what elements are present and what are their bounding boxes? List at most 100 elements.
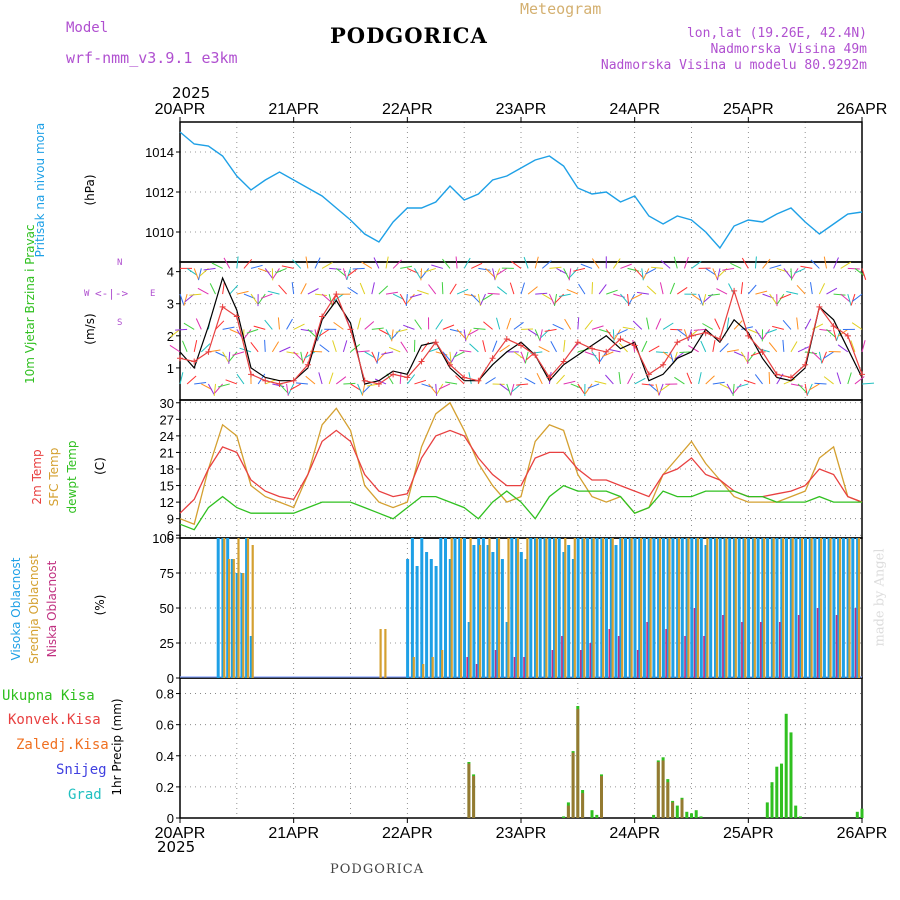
wind-arrow (779, 293, 792, 300)
wind-arrow (400, 265, 413, 269)
cloud-bar-high (510, 538, 514, 678)
cloud-bar-high (846, 538, 850, 678)
wind-arrow (499, 344, 510, 353)
wind-arrow (275, 267, 287, 274)
wind-arrow (496, 286, 508, 295)
cloud-bar-high (699, 538, 703, 678)
cloud-bar-low (466, 657, 468, 678)
wind-arrow (819, 328, 832, 332)
wind-arrow (823, 376, 834, 385)
cloud-bar-mid (237, 538, 240, 678)
cloud-bar-high (794, 538, 798, 678)
wind-arrow (556, 267, 568, 275)
precip-total-label: Ukupna Kisa (2, 688, 95, 704)
cloud-bar-high (619, 538, 623, 678)
wind-arrow (409, 293, 422, 298)
wind-arrow (278, 284, 287, 295)
cloud-bar-mid (621, 538, 624, 678)
wind-arrow (732, 383, 735, 396)
wind-arrow (455, 375, 465, 385)
pressure-unit: (hPa) (83, 174, 97, 206)
cloud-bar-mid (479, 545, 482, 678)
cloud-bar-high (486, 545, 490, 678)
wind-arrow (591, 258, 600, 269)
wind-arrow (805, 351, 818, 355)
y-tick-label: 1010 (145, 225, 174, 240)
wind-arrow (456, 288, 469, 295)
y-tick-label: 100 (152, 531, 174, 546)
wind-arrow (591, 325, 604, 330)
cloud-bar-high (434, 566, 438, 678)
wind-gust-marker (333, 291, 340, 298)
year-label-top: 2025 (172, 84, 211, 102)
wind-arrow (796, 317, 799, 330)
cloud-bar-high (505, 622, 509, 678)
cloud-bar-low (665, 629, 667, 678)
wind-arrow (243, 329, 252, 340)
wind-gust-marker (418, 358, 425, 365)
wind-arrow (250, 293, 259, 305)
wind-arrow (374, 378, 387, 385)
wind-arrow (300, 351, 304, 364)
cloud-bar-low (722, 615, 724, 678)
cloud-bar-mid (611, 538, 614, 678)
wind-arrow (482, 293, 493, 301)
precip-bar-total (855, 811, 859, 818)
model-name: wrf-nmm_v3.9.1 e3km (66, 49, 238, 67)
wind-arrow (509, 282, 515, 295)
wind-arrow (662, 351, 673, 360)
wind-arrow (554, 294, 558, 306)
y-tick-label: 0.6 (156, 718, 174, 733)
wind-arrow (810, 282, 813, 295)
precip-bar-conv (666, 782, 670, 818)
coords-label: lon,lat (19.26E, 42.4N) (686, 26, 867, 41)
cloud-bar-high (671, 538, 675, 678)
wind-gust-marker (830, 323, 837, 330)
wind-arrow (826, 287, 838, 295)
cloud-bar-high (500, 559, 504, 678)
wind-arrow (797, 383, 807, 393)
cloud-bar-high (524, 559, 528, 678)
cloud-bar-high (723, 538, 727, 678)
cloud-bar-mid (715, 538, 718, 678)
wind-arrow (584, 383, 593, 395)
cloud-bar-high (467, 622, 471, 678)
wind-arrow (719, 343, 729, 353)
cloud-bar-mid (228, 559, 231, 678)
wind-arrow (618, 371, 621, 385)
precip-bar-total (652, 814, 656, 818)
x-tick-label-top: 21APR (268, 101, 319, 118)
cloud-bar-high (789, 538, 793, 678)
wind-arrow (376, 351, 380, 364)
wind-arrow (818, 283, 826, 295)
wind-arrow (428, 284, 437, 295)
x-tick-label-bottom: 22APR (382, 825, 433, 842)
wind-arrow (293, 351, 303, 361)
wind-arrow (686, 372, 692, 385)
cloud-bar-high (695, 538, 698, 678)
precip-bar-total (690, 813, 693, 818)
cloud-bar-high (477, 538, 481, 678)
cloud-bar-mid (753, 538, 756, 678)
wind-arrow (189, 293, 202, 296)
wind-gust-marker (560, 358, 567, 365)
wind-arrow (520, 282, 525, 295)
wind-arrow (750, 351, 763, 357)
model-elevation-label: Nadmorska Visina u modelu 80.9292m (600, 58, 867, 73)
wind-arrow (405, 294, 408, 307)
wind-gust-marker (191, 358, 198, 365)
precip-graupel-label: Grad (68, 787, 102, 803)
wind-arrow (524, 377, 536, 385)
pressure-line (179, 131, 863, 250)
cloud-bar-mid (640, 538, 643, 678)
wind-gust-marker (631, 342, 638, 349)
cloud-bar-high (666, 538, 670, 678)
wind-arrow (563, 339, 566, 352)
cloud-bar-mid (602, 538, 605, 678)
cloud-bar-high (647, 538, 651, 678)
wind-arrow (851, 322, 863, 330)
cloud-bar-mid (791, 538, 794, 678)
wind-arrow (733, 320, 743, 330)
wind-arrow (286, 383, 289, 396)
precip-bar-total (765, 802, 769, 818)
